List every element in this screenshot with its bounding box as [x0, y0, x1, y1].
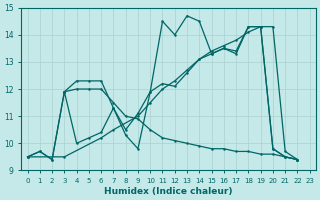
X-axis label: Humidex (Indice chaleur): Humidex (Indice chaleur): [104, 187, 233, 196]
